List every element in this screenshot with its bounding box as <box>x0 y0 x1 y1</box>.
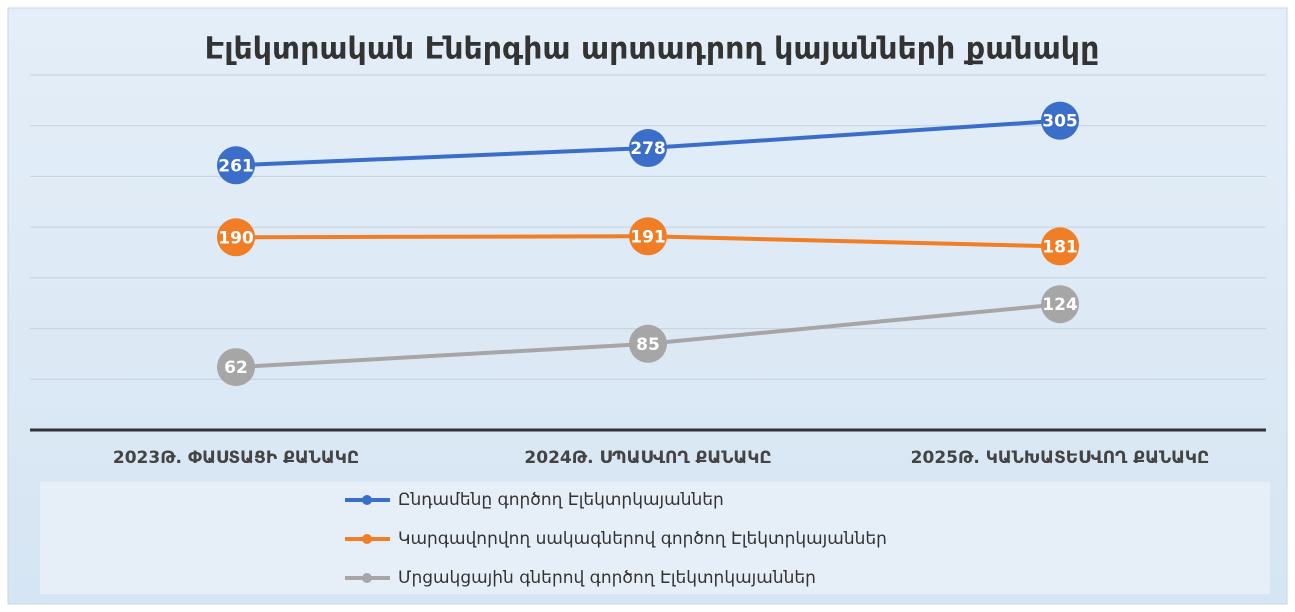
data-point <box>629 324 667 363</box>
data-point <box>629 217 667 256</box>
legend-marker <box>362 534 372 544</box>
data-label: 261 <box>218 156 254 176</box>
data-label: 181 <box>1042 237 1078 257</box>
data-point <box>1041 227 1079 266</box>
data-point <box>217 146 255 185</box>
data-label: 305 <box>1042 112 1078 132</box>
legend-label: Մրցակցային գներով գործող Էլեկտրկայաններ <box>398 568 816 588</box>
x-tick-label: 2023Թ. ՓԱՍՏԱՑԻ ՔԱՆԱԿԸ <box>113 448 359 468</box>
data-point <box>629 129 667 168</box>
legend-marker <box>362 573 372 583</box>
x-tick-label: 2025Թ. ԿԱՆԽԱՏԵՍՎՈՂ ՔԱՆԱԿԸ <box>911 448 1210 468</box>
data-label: 62 <box>224 358 248 378</box>
legend-box <box>40 482 1270 594</box>
data-point <box>1041 285 1079 324</box>
legend-label: Ընդամենը գործող Էլեկտրկայաններ <box>398 490 724 510</box>
data-label: 191 <box>630 227 666 247</box>
legend-marker <box>362 495 372 505</box>
data-label: 85 <box>636 335 660 355</box>
data-label: 124 <box>1042 295 1078 315</box>
chart-title: Էլեկտրական Էներգիա արտադրող կայանների քա… <box>205 32 1100 67</box>
data-point <box>217 218 255 257</box>
x-tick-label: 2024Թ. ՍՊԱՍՎՈՂ ՔԱՆԱԿԸ <box>524 448 771 468</box>
data-point <box>1041 101 1079 140</box>
legend-label: Կարգավորվող սակագներով գործող Էլեկտրկայա… <box>398 529 887 549</box>
data-label: 278 <box>630 139 666 159</box>
data-label: 190 <box>218 228 254 248</box>
data-point <box>217 348 255 387</box>
